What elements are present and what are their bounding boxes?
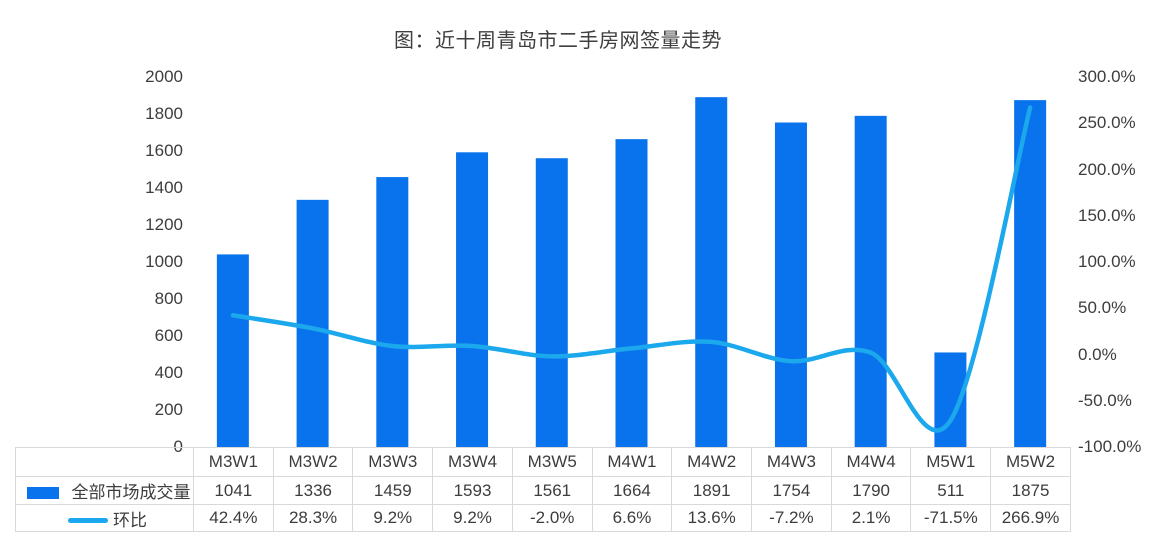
category-header-cell: M3W3 [352,447,434,477]
volume-value-cell: 1754 [751,476,832,505]
right-axis-tick-label: 200.0% [1078,159,1136,179]
right-axis-tick-label: -50.0% [1078,390,1132,410]
legend-item: 全部市场成交量 [15,476,194,505]
percent-value-cell: 266.9% [990,504,1071,532]
bar-M3W3 [376,177,409,447]
volume-value-cell: 1041 [193,476,274,505]
right-axis-tick-label: 0.0% [1078,344,1117,364]
percent-value-cell: 9.2% [432,504,513,532]
right-axis-tick-label: 100.0% [1078,252,1136,271]
category-header-cell: M4W2 [671,447,753,477]
right-axis-tick-label: 300.0% [1078,67,1136,86]
left-axis-tick-label: 1800 [145,104,183,123]
percent-value-cell: 13.6% [671,504,753,532]
left-axis-tick-label: 400 [154,363,183,382]
category-header-cell: M3W5 [511,447,593,477]
percent-value-cell: 9.2% [352,504,434,532]
category-header-cell: M3W2 [272,447,354,477]
category-header-cell: M4W1 [591,447,673,477]
left-axis-tick-label: 200 [154,400,183,419]
left-axis-tick-label: 0 [173,437,183,456]
percent-value-cell: 28.3% [272,504,354,532]
left-axis-tick-label: 800 [154,289,183,308]
volume-value-cell: 1459 [352,476,434,505]
percent-value-cell: 42.4% [193,504,274,532]
legend-bar-swatch [26,486,59,499]
bar-M3W1 [216,254,249,447]
volume-value-cell: 1891 [671,476,753,505]
bar-M4W4 [854,115,887,447]
percent-value-cell: 2.1% [830,504,912,532]
left-axis-tick-label: 1200 [145,215,183,234]
bar-M4W1 [615,139,648,447]
volume-value-cell: 1336 [272,476,354,505]
percent-value-cell: 6.6% [591,504,673,532]
left-axis-tick-label: 1600 [145,141,183,160]
volume-value-cell: 1561 [511,476,593,505]
data-table: M3W1 M3W2 M3W3 M3W4 M3W5 M4W1 M4W2 M4W3 M4W4 M5W1… [15,447,1071,532]
left-axis-tick-label: 600 [154,326,183,345]
percent-value-cell: -7.2% [751,504,832,532]
volume-value-cell: 1664 [591,476,673,505]
volume-value-cell: 511 [910,476,992,505]
left-axis-tick-label: 2000 [145,67,183,86]
bar-M3W5 [535,158,568,447]
right-axis-tick-label: 50.0% [1078,298,1127,318]
category-header-cell: M3W4 [432,447,513,477]
volume-value-cell: 1875 [990,476,1071,505]
legend-label: 全部市场成交量 [71,483,191,502]
right-axis-tick-label: -100.0% [1078,437,1142,456]
bar-M3W2 [296,199,329,447]
category-header-cell: M4W3 [751,447,832,477]
category-header-cell: M4W4 [830,447,912,477]
legend-label: 环比 [113,510,147,530]
percent-value-cell: -2.0% [511,504,593,532]
table-corner-cell [15,447,194,477]
right-axis-tick-label: 250.0% [1078,113,1136,133]
volume-value-cell: 1790 [830,476,912,505]
category-header-cell: M3W1 [193,447,274,477]
volume-value-cell: 1593 [432,476,513,505]
bar-M4W3 [774,122,807,447]
chart-title: 图：近十周青岛市二手房网签量走势 [394,30,722,52]
left-axis-tick-label: 1400 [145,178,183,197]
category-header-cell: M5W1 [910,447,992,477]
trend-line [230,105,1033,433]
right-axis-tick-label: 150.0% [1078,205,1136,225]
category-header-cell: M5W2 [990,447,1071,477]
left-axis-tick-label: 1000 [145,252,183,271]
legend-line-swatch [68,517,108,523]
bar-M3W4 [456,152,489,448]
legend-item: 环比 [15,504,194,532]
percent-value-cell: -71.5% [910,504,992,532]
bar-M4W2 [695,97,728,447]
